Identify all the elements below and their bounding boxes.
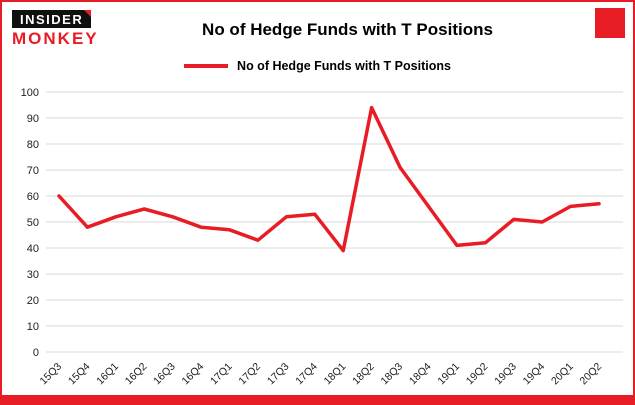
svg-text:40: 40	[27, 243, 39, 255]
svg-text:20Q2: 20Q2	[577, 361, 604, 388]
bottom-red-bar	[2, 395, 633, 403]
svg-text:18Q4: 18Q4	[407, 361, 434, 388]
svg-text:17Q3: 17Q3	[265, 361, 292, 388]
svg-text:19Q2: 19Q2	[464, 361, 491, 388]
svg-text:20Q1: 20Q1	[549, 361, 576, 388]
logo-insider-text: INSIDER	[12, 10, 92, 28]
chart-header: INSIDER MONKEY No of Hedge Funds with T …	[10, 8, 625, 54]
svg-text:18Q2: 18Q2	[350, 361, 377, 388]
red-square-decoration	[595, 8, 625, 38]
svg-text:50: 50	[27, 217, 39, 229]
svg-text:17Q1: 17Q1	[208, 361, 235, 388]
svg-text:70: 70	[27, 165, 39, 177]
svg-text:16Q4: 16Q4	[180, 361, 207, 388]
svg-text:19Q4: 19Q4	[521, 361, 548, 388]
svg-text:19Q3: 19Q3	[492, 361, 519, 388]
svg-text:18Q1: 18Q1	[322, 361, 349, 388]
svg-text:20: 20	[27, 295, 39, 307]
chart-title: No of Hedge Funds with T Positions	[202, 20, 493, 39]
svg-text:17Q2: 17Q2	[236, 361, 263, 388]
svg-text:16Q1: 16Q1	[94, 361, 121, 388]
svg-text:10: 10	[27, 321, 39, 333]
insider-monkey-logo: INSIDER MONKEY	[12, 10, 116, 48]
plot-area: 0 10 20 30 40 50 60 70 80 90 100 15Q3 15Q4 16Q1 16Q2 16…	[2, 78, 633, 401]
legend-label: No of Hedge Funds with T Positions	[237, 59, 451, 73]
svg-text:15Q4: 15Q4	[66, 361, 93, 388]
svg-text:100: 100	[21, 87, 39, 99]
svg-text:18Q3: 18Q3	[379, 361, 406, 388]
logo-monkey-text: MONKEY	[12, 29, 99, 48]
svg-text:60: 60	[27, 191, 39, 203]
svg-text:0: 0	[33, 347, 39, 359]
svg-text:17Q4: 17Q4	[293, 361, 320, 388]
svg-text:80: 80	[27, 139, 39, 151]
svg-text:16Q3: 16Q3	[151, 361, 178, 388]
legend: No of Hedge Funds with T Positions	[2, 58, 633, 74]
svg-text:19Q1: 19Q1	[435, 361, 462, 388]
svg-text:90: 90	[27, 113, 39, 125]
svg-text:15Q3: 15Q3	[37, 361, 64, 388]
svg-text:16Q2: 16Q2	[123, 361, 150, 388]
legend-line-swatch	[184, 64, 229, 68]
svg-text:30: 30	[27, 269, 39, 281]
